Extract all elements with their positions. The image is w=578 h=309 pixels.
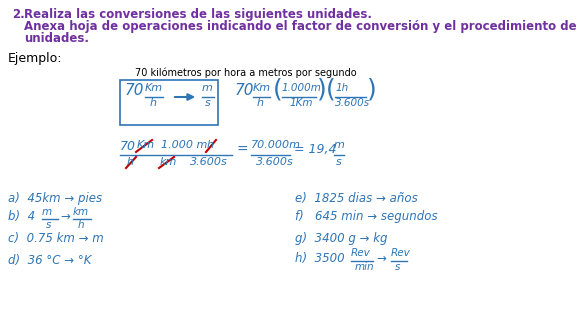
Text: min: min <box>355 262 375 272</box>
Text: Rev: Rev <box>351 248 370 258</box>
Text: 1h: 1h <box>335 83 349 93</box>
Text: b)  4: b) 4 <box>8 210 35 223</box>
Bar <box>120 80 218 125</box>
Text: km: km <box>160 157 177 167</box>
Text: a)  45km → pies: a) 45km → pies <box>8 192 102 205</box>
Text: s: s <box>336 157 342 167</box>
Text: 1.000 m: 1.000 m <box>161 140 208 150</box>
Text: 3.600s: 3.600s <box>256 157 294 167</box>
Text: (: ( <box>326 77 336 101</box>
Text: Realiza las conversiones de las siguientes unidades.: Realiza las conversiones de las siguient… <box>24 8 372 21</box>
Text: 3.600s: 3.600s <box>190 157 228 167</box>
Text: h: h <box>207 140 214 150</box>
Text: h: h <box>127 157 134 167</box>
Text: Anexa hoja de operaciones indicando el factor de conversión y el procedimiento d: Anexa hoja de operaciones indicando el f… <box>24 20 578 33</box>
Text: 70: 70 <box>125 83 144 98</box>
Text: 3.600s: 3.600s <box>335 98 370 108</box>
Text: ): ) <box>367 77 377 101</box>
Text: 70: 70 <box>235 83 254 98</box>
Text: 1Km: 1Km <box>289 98 313 108</box>
Text: unidades.: unidades. <box>24 32 89 45</box>
Text: 70: 70 <box>120 140 136 153</box>
Text: 70.000m: 70.000m <box>251 140 301 150</box>
Text: f)   645 min → segundos: f) 645 min → segundos <box>295 210 438 223</box>
Text: Km: Km <box>145 83 163 93</box>
Text: m: m <box>202 83 213 93</box>
Text: m: m <box>42 207 52 217</box>
Text: 2.: 2. <box>12 8 25 21</box>
Text: = 19,4: = 19,4 <box>294 143 336 156</box>
Text: Rev: Rev <box>391 248 411 258</box>
Text: Km: Km <box>137 140 155 150</box>
Text: Ejemplo:: Ejemplo: <box>8 52 62 65</box>
Text: h: h <box>150 98 157 108</box>
Text: e)  1825 dias → años: e) 1825 dias → años <box>295 192 418 205</box>
Text: d)  36 °C → °K: d) 36 °C → °K <box>8 254 91 267</box>
Text: c)  0.75 km → m: c) 0.75 km → m <box>8 232 103 245</box>
Text: g)  3400 g → kg: g) 3400 g → kg <box>295 232 387 245</box>
Text: s: s <box>395 262 401 272</box>
Text: =: = <box>237 143 249 157</box>
Text: (: ( <box>273 77 283 101</box>
Text: s: s <box>205 98 211 108</box>
Text: Km: Km <box>253 83 271 93</box>
Text: →: → <box>376 252 386 265</box>
Text: ): ) <box>317 77 327 101</box>
Text: s: s <box>46 220 51 230</box>
Text: →: → <box>60 210 70 223</box>
Text: m: m <box>334 140 345 150</box>
Text: km: km <box>73 207 89 217</box>
Text: 70 kilómetros por hora a metros por segundo: 70 kilómetros por hora a metros por segu… <box>135 68 357 78</box>
Text: h: h <box>78 220 84 230</box>
Text: h: h <box>257 98 264 108</box>
Text: 1.000m: 1.000m <box>282 83 322 93</box>
Text: h)  3500: h) 3500 <box>295 252 344 265</box>
